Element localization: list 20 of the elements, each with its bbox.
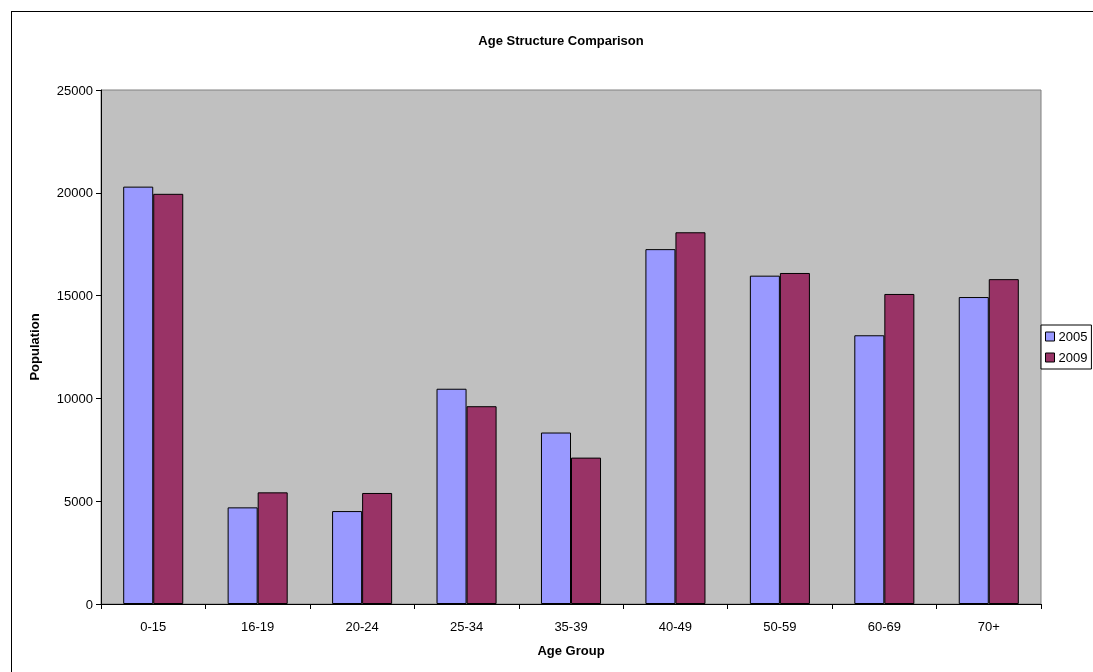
y-tick-label: 10000 — [56, 390, 93, 406]
legend-label: 2009 — [1058, 350, 1088, 365]
x-axis-title: Age Group — [537, 643, 605, 658]
y-tick-label: 20000 — [56, 185, 93, 201]
x-tick-label: 35-39 — [554, 619, 588, 634]
x-tick-label: 40-49 — [658, 619, 693, 634]
y-tick-label: 0 — [85, 596, 93, 612]
x-tick-label: 20-24 — [345, 619, 379, 634]
x-tick-label: 50-59 — [763, 619, 797, 634]
y-tick-label: 25000 — [56, 82, 93, 98]
y-tick-label: 15000 — [56, 288, 93, 304]
y-tick-label: 5000 — [64, 493, 93, 509]
x-tick-label: 16-19 — [241, 619, 275, 634]
y-axis-title: Population — [27, 313, 42, 381]
x-tick-label: 25-34 — [449, 619, 484, 634]
x-tick-label: 0-15 — [140, 619, 167, 634]
x-tick-label: 60-69 — [867, 619, 901, 634]
x-tick-label: 70+ — [977, 619, 1000, 634]
chart-title: Age Structure Comparison — [478, 33, 644, 48]
legend-label: 2005 — [1058, 329, 1088, 344]
